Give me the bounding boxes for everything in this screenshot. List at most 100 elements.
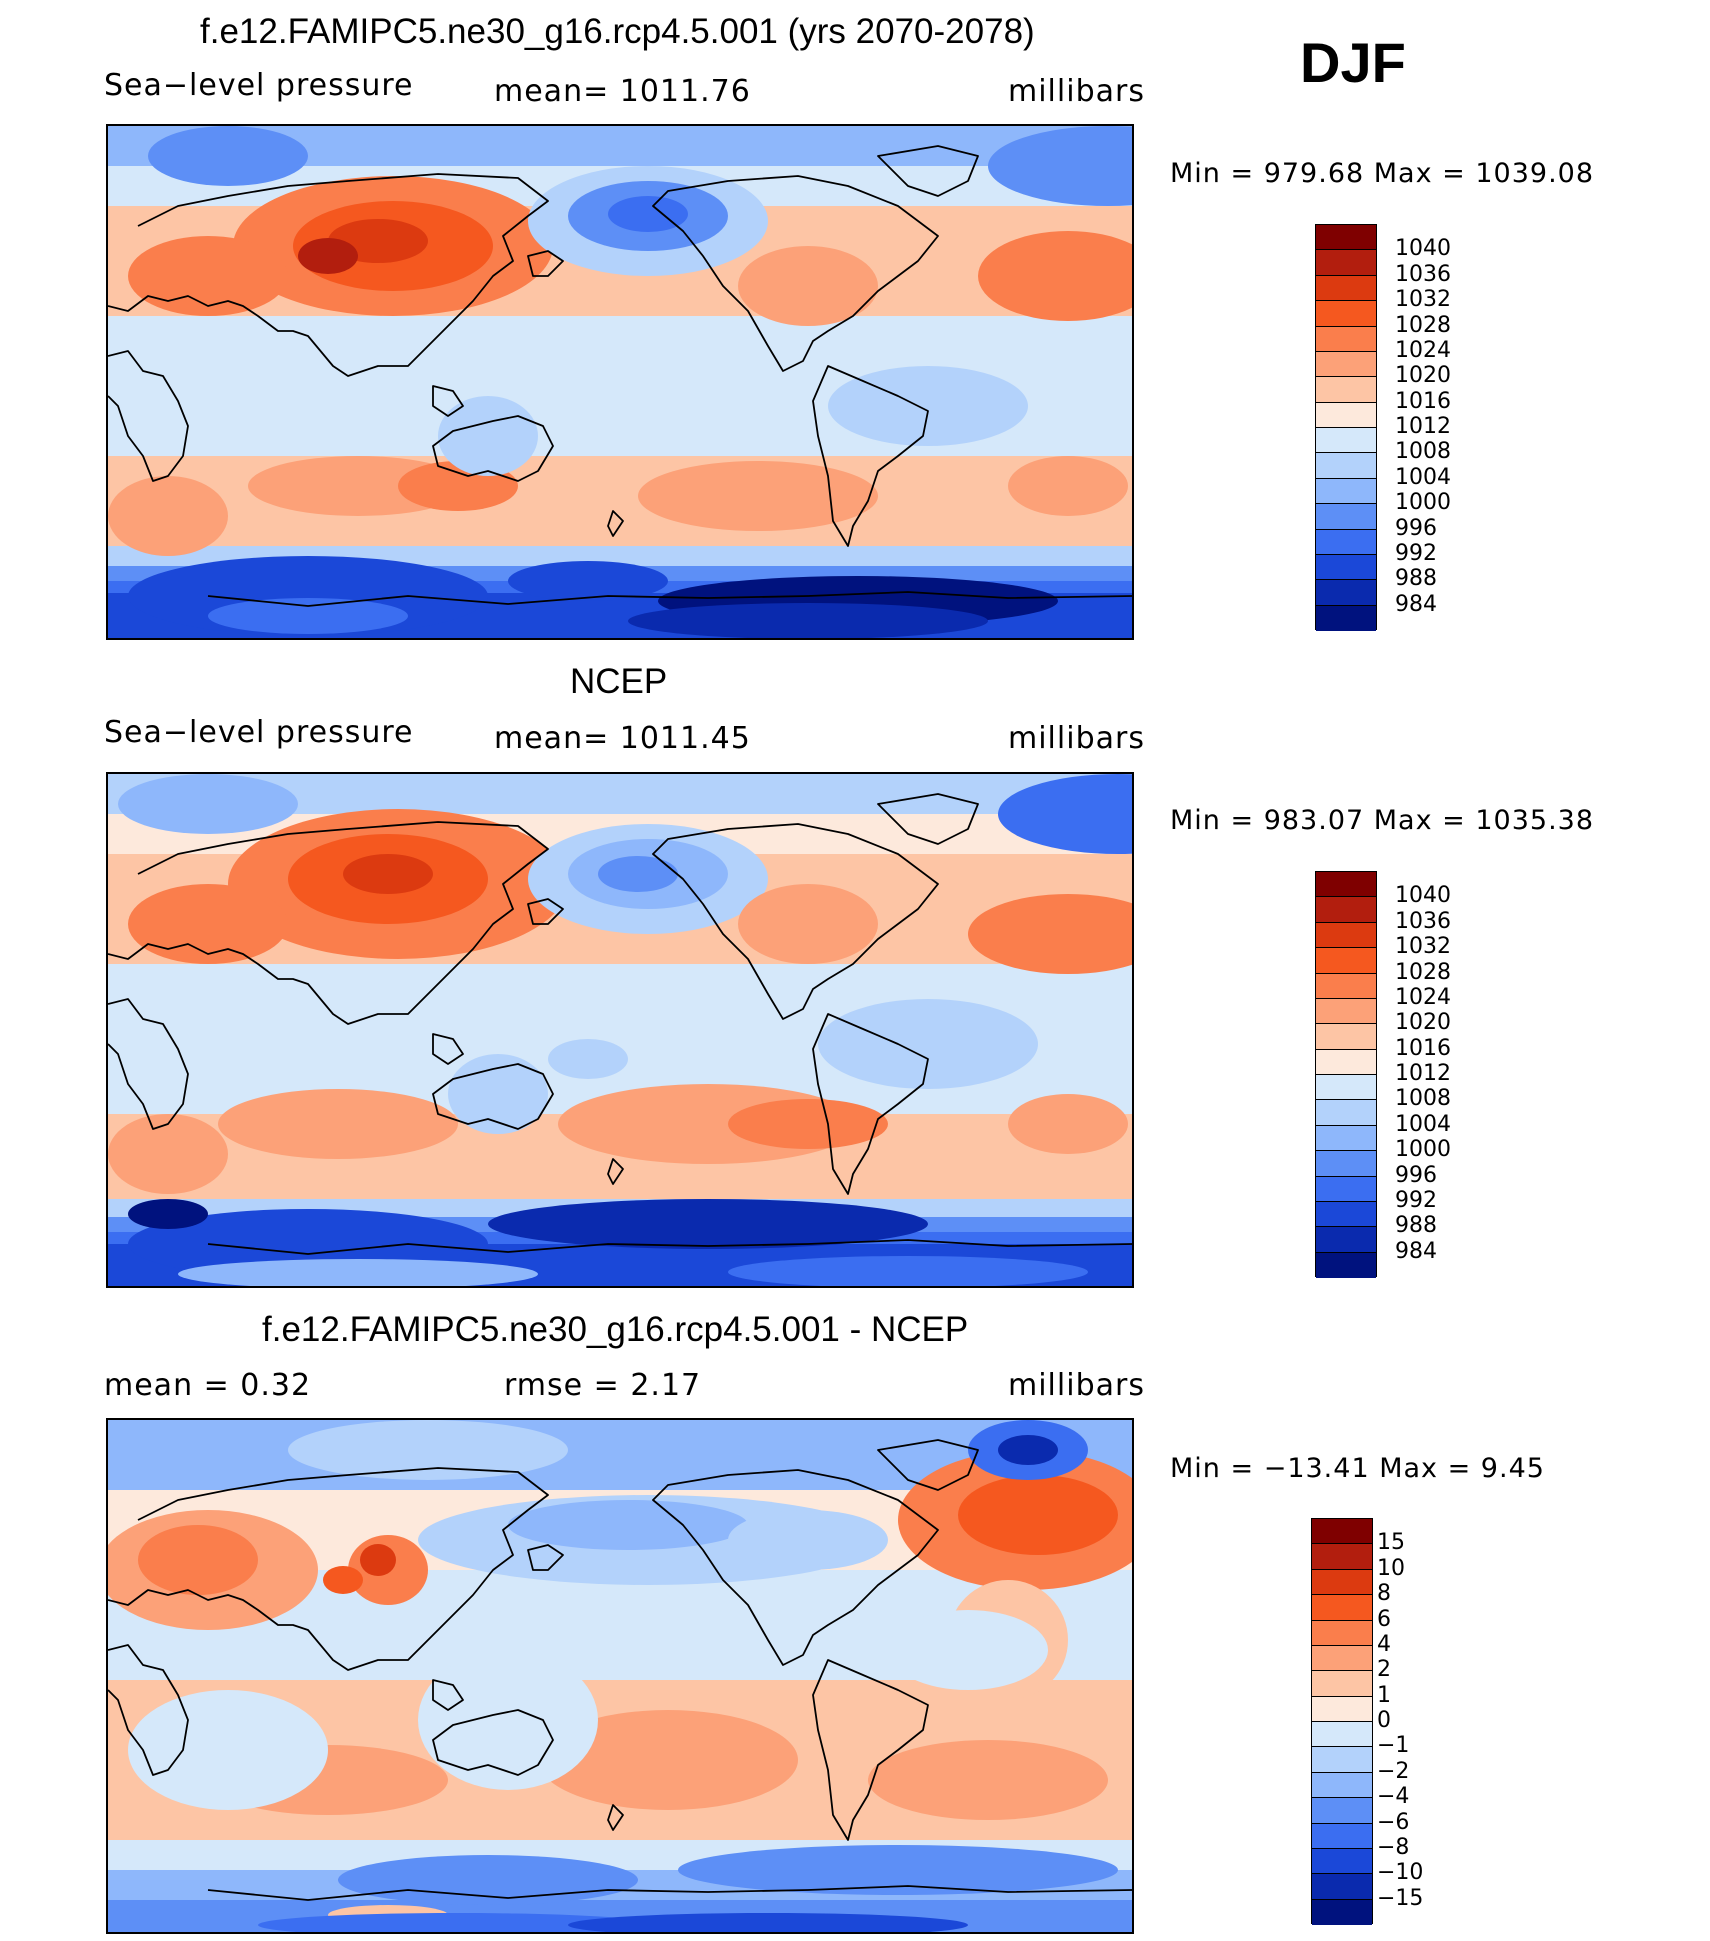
coastline: [108, 998, 189, 1130]
colorbar-swatch: [1312, 1823, 1372, 1849]
colorbar-swatch: [1316, 998, 1376, 1025]
coastline: [812, 1013, 929, 1195]
colorbar-swatch: [1316, 453, 1376, 479]
panel3-title: f.e12.FAMIPC5.ne30_g16.rcp4.5.001 - NCEP: [262, 1310, 969, 1349]
field-contour: [360, 1544, 396, 1576]
colorbar-swatch: [1316, 973, 1376, 999]
colorbar-tick-label: 1024: [1395, 337, 1451, 363]
field-contour: [738, 884, 878, 964]
colorbar-swatch: [1312, 1544, 1372, 1570]
colorbar-swatch: [1316, 897, 1376, 923]
field-contour: [968, 894, 1132, 974]
colorbar-tick-label: −4: [1377, 1784, 1410, 1810]
colorbar-swatch: [1316, 1125, 1376, 1152]
colorbar-swatch: [1316, 428, 1376, 454]
colorbar-swatch: [1316, 301, 1376, 327]
colorbar-tick-label: 1008: [1395, 439, 1451, 465]
colorbar-swatch: [1312, 1747, 1372, 1773]
colorbar-swatch: [1316, 529, 1376, 555]
coastline: [207, 1239, 1132, 1255]
panel2-title: NCEP: [570, 662, 668, 701]
panel1-title: f.e12.FAMIPC5.ne30_g16.rcp4.5.001 (yrs 2…: [200, 12, 1035, 51]
field-contour: [323, 1566, 363, 1594]
coastline: [432, 1709, 554, 1776]
coastlines: [108, 793, 1132, 1255]
colorbar-tick-label: 992: [1395, 540, 1437, 566]
colorbar-swatch: [1316, 225, 1376, 251]
colorbar-swatch: [1312, 1569, 1372, 1596]
coastline: [652, 823, 939, 1020]
field-contour: [738, 246, 878, 326]
colorbar-swatch: [1312, 1620, 1372, 1646]
colorbar-tick-label: 1016: [1395, 388, 1451, 414]
field-contour: [218, 1089, 458, 1159]
coastline: [108, 1467, 549, 1671]
colorbar-swatch: [1312, 1772, 1372, 1799]
field-contour: [178, 1259, 538, 1286]
colorbar-swatch: [1316, 948, 1376, 974]
field-contour: [108, 476, 228, 556]
colorbar-tick-label: 1000: [1395, 490, 1451, 516]
colorbar-tick-label: 984: [1395, 591, 1437, 617]
field-contour: [208, 598, 408, 634]
field-contour: [728, 1099, 888, 1149]
field-contour: [868, 1740, 1108, 1820]
colorbar-swatch: [1312, 1722, 1372, 1748]
coastline: [108, 173, 549, 377]
colorbar-tick-label: 988: [1395, 1213, 1437, 1239]
coastline: [108, 1644, 189, 1776]
colorbar-swatch: [1316, 377, 1376, 403]
field-contour: [978, 231, 1132, 321]
coastline: [527, 1544, 564, 1571]
colorbar-swatch: [1316, 478, 1376, 505]
colorbar-tick-label: 996: [1395, 1162, 1437, 1188]
colorbar-tick-label: 1020: [1395, 1010, 1451, 1036]
colorbar-tick-label: 2: [1377, 1657, 1391, 1683]
colorbar-tick-label: 1016: [1395, 1035, 1451, 1061]
coastline: [527, 898, 564, 925]
colorbar-tick-label: 1020: [1395, 363, 1451, 389]
field-contour: [998, 1435, 1058, 1465]
panel3-units-label: millibars: [1008, 1368, 1145, 1403]
colorbar-tick-label: 8: [1377, 1581, 1391, 1607]
colorbar-tick-label: 988: [1395, 566, 1437, 592]
field-contour: [343, 854, 433, 894]
colorbar-swatch: [1316, 402, 1376, 428]
coastlines: [108, 145, 1132, 607]
field-contour: [298, 238, 358, 274]
colorbar-swatch: [1316, 326, 1376, 352]
field-contour: [608, 196, 688, 232]
field-contour: [998, 774, 1132, 854]
coastline: [652, 1469, 939, 1666]
panel2-variable-label: Sea−level pressure: [104, 715, 414, 750]
colorbar-swatch: [1316, 1100, 1376, 1126]
field-contour: [1008, 456, 1128, 516]
colorbar-tick-label: 992: [1395, 1187, 1437, 1213]
panel3-minmax: Min = −13.41 Max = 9.45: [1170, 1453, 1545, 1484]
coastline: [432, 1063, 554, 1130]
colorbar-tick-label: −6: [1377, 1809, 1410, 1835]
colorbar-swatch: [1316, 1151, 1376, 1177]
colorbar-tick-label: 1024: [1395, 984, 1451, 1010]
season-label: DJF: [1300, 31, 1406, 94]
panel2-colorbar: [1315, 871, 1377, 1278]
colorbar-tick-label: 1004: [1395, 464, 1451, 490]
colorbar-swatch: [1316, 922, 1376, 949]
coastlines: [108, 1439, 1132, 1901]
colorbar-tick-label: 1004: [1395, 1111, 1451, 1137]
field-contour: [128, 1199, 208, 1229]
colorbar-tick-label: 4: [1377, 1631, 1391, 1657]
colorbar-swatch: [1316, 1024, 1376, 1050]
colorbar-swatch: [1316, 1075, 1376, 1101]
coastline: [607, 1804, 624, 1831]
field-contour: [108, 1114, 228, 1194]
field-contour: [1008, 1094, 1128, 1154]
colorbar-tick-label: 1032: [1395, 287, 1451, 313]
field-contour: [438, 396, 538, 476]
field-contour: [728, 1256, 1088, 1286]
panel3-map: [106, 1418, 1134, 1934]
field-contour: [258, 1913, 658, 1932]
field-contour: [508, 1500, 748, 1550]
coastline: [812, 1659, 929, 1841]
colorbar-swatch: [1312, 1696, 1372, 1722]
